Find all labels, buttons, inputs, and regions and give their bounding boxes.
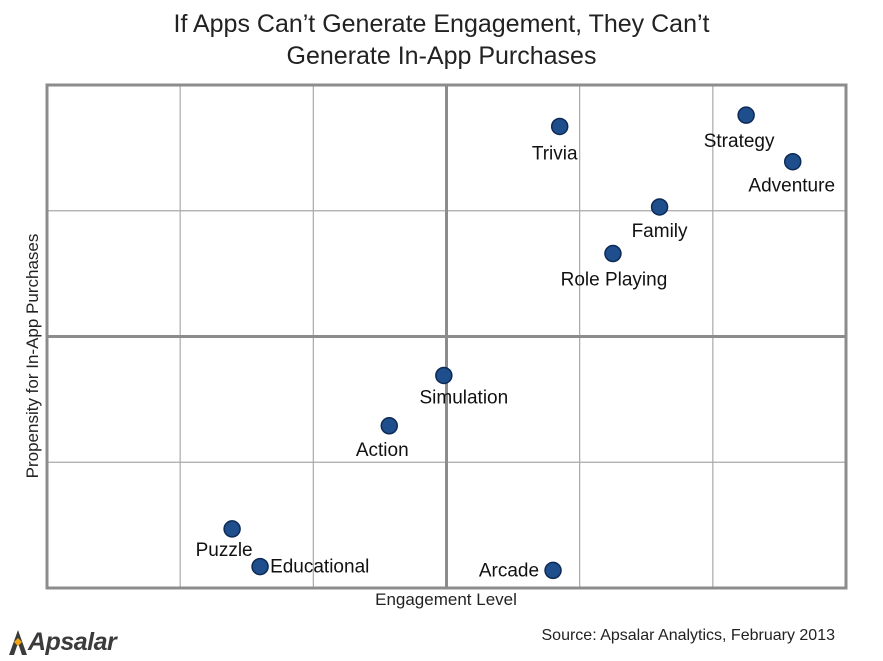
data-label-role-playing: Role Playing (561, 270, 668, 291)
data-label-trivia: Trivia (532, 143, 578, 164)
data-label-puzzle: Puzzle (196, 540, 253, 561)
data-point-puzzle (223, 520, 241, 538)
data-label-educational: Educational (270, 557, 369, 578)
chart-points: Trivia Strategy Adventure Family Role Playin… (196, 106, 835, 581)
data-point-trivia (550, 117, 569, 136)
apsalar-logo: Apsalar (8, 628, 117, 657)
data-label-action: Action (356, 440, 409, 461)
chart-title-line-1: If Apps Can’t Generate Engagement, They … (173, 10, 710, 38)
x-axis-label: Engagement Level (375, 590, 517, 609)
chart-grid (45, 83, 848, 590)
data-point-arcade (544, 561, 562, 580)
data-label-family: Family (632, 221, 688, 242)
data-label-simulation: Simulation (419, 387, 508, 408)
data-point-educational (251, 557, 269, 576)
source-note: Source: Apsalar Analytics, February 2013 (541, 627, 836, 644)
data-point-family (650, 198, 669, 216)
data-point-adventure (783, 152, 802, 171)
y-axis-label: Propensity for In-App Purchases (23, 233, 42, 479)
chart-title-line-2: Generate In-App Purchases (286, 42, 597, 70)
data-point-strategy (737, 106, 755, 124)
data-label-arcade: Arcade (479, 560, 539, 581)
chart-title: If Apps Can’t Generate Engagement, They … (0, 8, 883, 72)
data-point-simulation (435, 366, 453, 385)
logo-wordmark: Apsalar (28, 628, 117, 656)
data-point-role-playing (604, 244, 622, 263)
apsalar-logo-icon (9, 629, 27, 655)
plot-frame (45, 83, 848, 590)
data-point-action (380, 417, 398, 435)
data-label-strategy: Strategy (704, 131, 775, 152)
data-label-adventure: Adventure (748, 176, 835, 197)
